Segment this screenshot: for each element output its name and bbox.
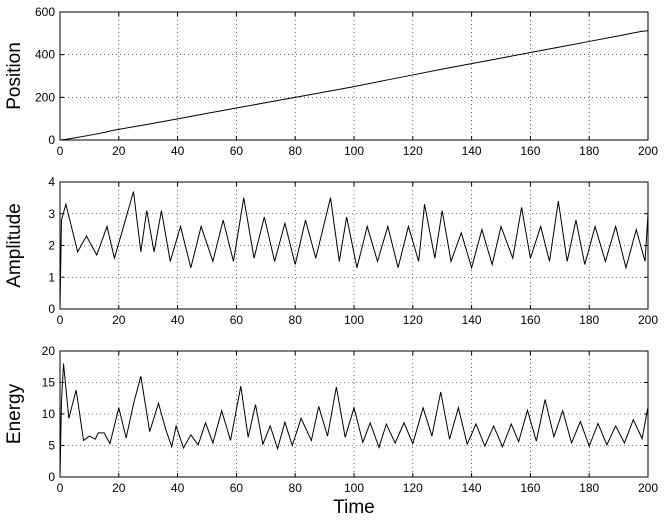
x-tick-label: 60 <box>230 313 244 327</box>
x-tick-label: 60 <box>230 481 244 495</box>
y-tick-label: 20 <box>42 344 56 358</box>
y-tick-label: 2 <box>48 239 55 253</box>
y-tick-label: 400 <box>35 48 55 62</box>
x-tick-label: 140 <box>462 481 482 495</box>
x-tick-label: 80 <box>289 144 303 158</box>
panel-position: 0 20 40 60 80 100 120 140 160 180 200 0 200 400 600 Pos… <box>4 5 658 158</box>
position-y-axis-label: Position <box>4 42 25 110</box>
x-tick-label: 20 <box>112 144 126 158</box>
x-tick-label: 200 <box>638 481 658 495</box>
y-tick-label: 10 <box>42 407 56 421</box>
y-tick-label: 15 <box>42 376 56 390</box>
panel-energy: 0 20 40 60 80 100 120 140 160 180 200 0 5 10 15 20 Energ… <box>4 344 658 518</box>
x-tick-label: 180 <box>579 481 599 495</box>
y-tick-label: 0 <box>48 302 55 316</box>
y-tick-label: 1 <box>48 270 55 284</box>
x-tick-label: 180 <box>579 144 599 158</box>
energy-series-line <box>59 363 649 478</box>
x-tick-label: 120 <box>403 481 423 495</box>
x-tick-label: 160 <box>520 313 540 327</box>
x-tick-label: 40 <box>171 144 185 158</box>
x-tick-label: 60 <box>230 144 244 158</box>
x-tick-label: 180 <box>579 313 599 327</box>
x-tick-label: 120 <box>403 144 423 158</box>
y-tick-label: 0 <box>48 133 55 147</box>
amplitude-y-axis-label: Amplitude <box>4 203 25 288</box>
x-tick-label: 0 <box>57 481 64 495</box>
x-tick-label: 40 <box>171 481 185 495</box>
y-tick-label: 200 <box>35 90 55 104</box>
amplitude-series-line <box>59 191 649 310</box>
x-tick-label: 140 <box>462 144 482 158</box>
x-tick-label: 120 <box>403 313 423 327</box>
x-tick-label: 20 <box>112 481 126 495</box>
x-tick-label: 140 <box>462 313 482 327</box>
y-tick-label: 5 <box>48 439 55 453</box>
x-tick-label: 0 <box>57 144 64 158</box>
energy-y-axis-label: Energy <box>4 383 25 444</box>
x-tick-label: 20 <box>112 313 126 327</box>
y-tick-label: 0 <box>48 470 55 484</box>
x-tick-label: 80 <box>289 313 303 327</box>
y-tick-label: 3 <box>48 207 55 221</box>
x-tick-label: 80 <box>289 481 303 495</box>
x-tick-label: 100 <box>344 144 364 158</box>
x-tick-label: 100 <box>344 313 364 327</box>
x-axis-label: Time <box>333 497 375 518</box>
x-tick-label: 40 <box>171 313 185 327</box>
x-tick-label: 160 <box>520 481 540 495</box>
x-tick-label: 100 <box>344 481 364 495</box>
y-tick-label: 4 <box>48 175 55 189</box>
x-tick-label: 160 <box>520 144 540 158</box>
panel-amplitude: 0 20 40 60 80 100 120 140 160 180 200 0 1 2 3 4 Amplitud… <box>4 175 658 327</box>
x-tick-label: 200 <box>638 313 658 327</box>
position-series-line <box>59 30 649 141</box>
x-tick-label: 0 <box>57 313 64 327</box>
y-tick-label: 600 <box>35 5 55 19</box>
x-tick-label: 200 <box>638 144 658 158</box>
